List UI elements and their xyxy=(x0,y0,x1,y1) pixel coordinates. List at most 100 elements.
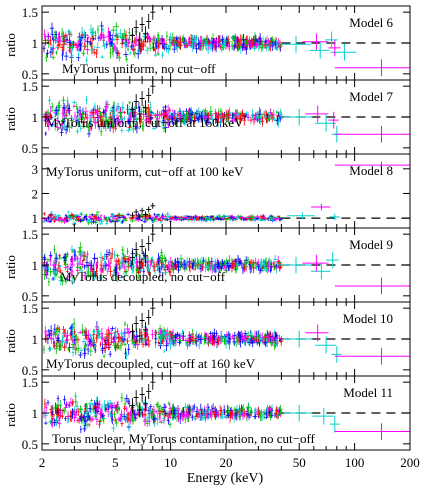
data-point xyxy=(75,401,79,412)
data-point xyxy=(88,343,93,348)
data-point xyxy=(266,117,269,124)
y-tick-label: 2 xyxy=(32,186,39,201)
data-point xyxy=(184,415,187,423)
data-point xyxy=(184,39,188,47)
data-point xyxy=(49,113,52,119)
data-point xyxy=(267,409,272,415)
data-point xyxy=(278,336,284,346)
data-point xyxy=(84,406,89,418)
data-point xyxy=(108,112,113,124)
data-point xyxy=(171,340,176,346)
data-point xyxy=(247,39,252,43)
data-point xyxy=(98,408,103,420)
data-point xyxy=(127,344,131,355)
data-point xyxy=(226,35,230,44)
data-point xyxy=(166,417,170,425)
data-points xyxy=(42,202,283,227)
data-point xyxy=(251,260,256,265)
data-point xyxy=(41,262,47,270)
data-point xyxy=(315,336,336,354)
data-point xyxy=(226,109,231,120)
data-point xyxy=(129,324,135,340)
data-point xyxy=(56,395,60,402)
data-point xyxy=(116,103,120,115)
data-point xyxy=(139,387,145,402)
data-point xyxy=(51,44,56,53)
data-point xyxy=(233,406,237,414)
data-point xyxy=(78,347,84,354)
data-point xyxy=(64,213,67,218)
data-point xyxy=(269,36,275,44)
data-point xyxy=(90,42,94,54)
data-point xyxy=(186,256,189,268)
data-point xyxy=(68,30,72,39)
data-point xyxy=(202,42,205,49)
data-point xyxy=(273,264,276,270)
data-point xyxy=(126,416,131,422)
data-point xyxy=(176,110,180,119)
data-point xyxy=(157,340,160,345)
data-point xyxy=(73,215,77,217)
data-point xyxy=(193,218,196,222)
data-point xyxy=(79,34,85,42)
data-point xyxy=(80,249,84,255)
data-point xyxy=(137,402,143,418)
data-point xyxy=(86,250,89,258)
data-point xyxy=(215,112,221,123)
data-point xyxy=(108,411,113,418)
data-point xyxy=(107,249,111,257)
data-point xyxy=(278,262,283,270)
data-point xyxy=(109,328,114,339)
data-point xyxy=(137,273,141,281)
data-point xyxy=(80,268,84,274)
data-point xyxy=(252,46,257,51)
data-point xyxy=(85,95,88,105)
data-point xyxy=(95,49,98,59)
data-point xyxy=(84,335,89,340)
data-point xyxy=(134,214,139,218)
data-point xyxy=(112,42,117,52)
data-point xyxy=(225,215,231,217)
data-point xyxy=(104,120,108,132)
data-point xyxy=(117,271,121,280)
data-point xyxy=(82,271,88,281)
data-point xyxy=(112,410,117,418)
data-point xyxy=(142,220,147,224)
data-point xyxy=(100,55,105,59)
data-point xyxy=(206,40,212,45)
data-point xyxy=(249,116,253,124)
data-point xyxy=(212,403,215,414)
data-point xyxy=(189,218,195,221)
data-point xyxy=(237,334,242,341)
data-point xyxy=(309,42,330,59)
data-point xyxy=(197,340,201,350)
data-point xyxy=(48,336,53,341)
data-point xyxy=(164,109,170,118)
data-point xyxy=(106,400,110,409)
data-point xyxy=(189,34,193,44)
data-point xyxy=(311,203,331,211)
data-point xyxy=(46,119,51,131)
data-point xyxy=(265,404,270,416)
model-label: Model 11 xyxy=(343,385,393,400)
data-point xyxy=(126,421,132,432)
data-point xyxy=(329,415,340,433)
data-point xyxy=(187,411,191,419)
data-point xyxy=(246,43,249,50)
data-point xyxy=(82,250,86,261)
data-point xyxy=(50,211,53,214)
data-point xyxy=(139,91,145,106)
data-point xyxy=(150,111,156,116)
data-point xyxy=(196,262,202,268)
data-point xyxy=(79,211,83,215)
data-point xyxy=(188,261,191,271)
data-point xyxy=(270,412,274,418)
data-point xyxy=(70,255,75,263)
data-point xyxy=(119,409,124,420)
data-point xyxy=(84,403,89,407)
y-tick-label: 0.5 xyxy=(22,141,38,156)
data-point xyxy=(152,405,156,415)
data-point xyxy=(65,104,69,111)
